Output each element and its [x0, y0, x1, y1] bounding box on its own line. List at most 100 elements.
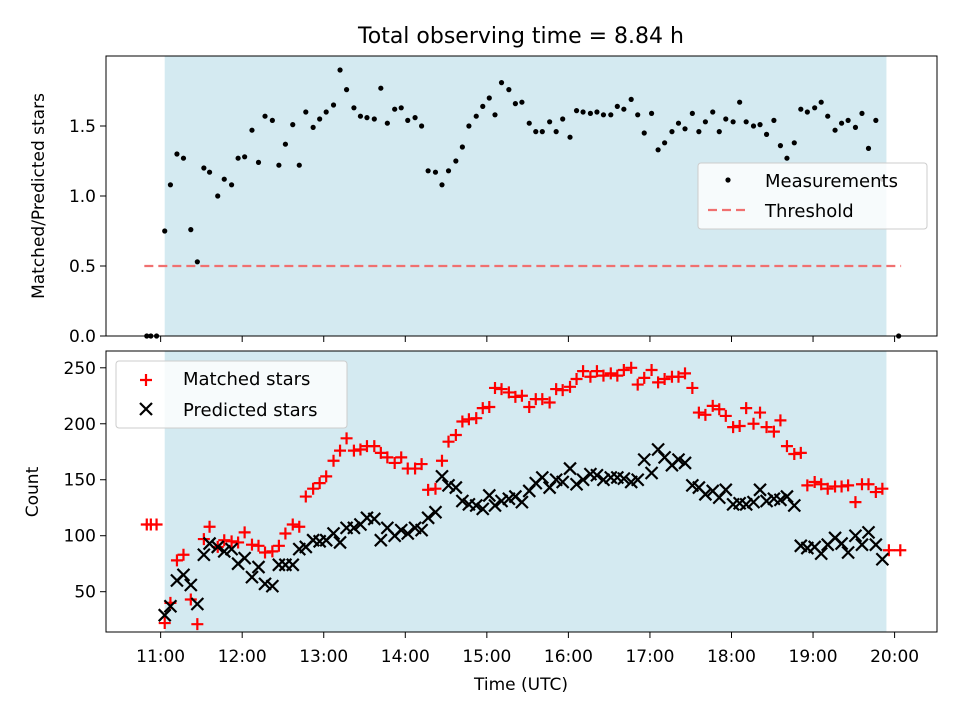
- matched-star-point: [754, 406, 767, 419]
- matched-star-point: [794, 446, 807, 459]
- predicted-star-point: [576, 472, 590, 487]
- matched-star-point: [218, 534, 231, 547]
- predicted-star-point: [719, 483, 733, 497]
- predicted-star-point: [455, 494, 470, 508]
- predicted-star-point: [637, 452, 652, 467]
- predicted-star-point: [869, 537, 883, 552]
- matched-star-point: [435, 454, 448, 467]
- matched-star-point: [502, 386, 515, 399]
- predicted-star-point: [469, 498, 484, 513]
- matched-star-point: [313, 477, 326, 490]
- measurement-point: [662, 140, 668, 146]
- matched-star-point: [170, 554, 183, 567]
- bottom-legend-box: [115, 360, 348, 429]
- predicted-star-point: [176, 568, 191, 582]
- measurement-point: [378, 85, 384, 91]
- y-tick-label: 0.0: [69, 327, 96, 347]
- predicted-star-point: [861, 525, 876, 540]
- predicted-star-point: [848, 528, 863, 543]
- predicted-star-point: [698, 487, 713, 502]
- measurement-point: [804, 109, 810, 115]
- top-x-axis: [160, 336, 896, 342]
- predicted-star-point: [367, 512, 382, 526]
- measurement-point: [194, 259, 200, 265]
- legend-matched-marker: [140, 374, 152, 386]
- matched-star-point: [849, 496, 862, 509]
- predicted-star-point: [494, 494, 509, 508]
- measurement-point: [371, 116, 377, 122]
- matched-star-point: [801, 479, 814, 492]
- measurement-point: [498, 80, 505, 86]
- matched-star-point: [184, 593, 197, 606]
- matched-star-point: [774, 414, 787, 427]
- matched-star-point: [706, 399, 719, 412]
- predicted-star-point: [265, 579, 280, 593]
- measurement-point: [526, 120, 532, 126]
- measurement-point: [512, 101, 518, 107]
- predicted-star-point: [217, 544, 232, 559]
- matched-star-point: [509, 390, 522, 403]
- matched-star-point: [232, 536, 245, 549]
- predicted-star-point: [435, 469, 449, 484]
- matched-star-point: [307, 482, 320, 495]
- matched-star-point: [699, 408, 712, 421]
- measurement-point: [669, 129, 675, 135]
- matched-star-point: [556, 384, 569, 397]
- measurement-point: [608, 112, 614, 118]
- measurement-point: [317, 116, 323, 122]
- legend-matched-label: Matched stars: [183, 369, 310, 390]
- measurement-point: [710, 109, 716, 115]
- matched-star-point: [713, 403, 726, 416]
- measurement-point: [162, 228, 168, 234]
- x-tick-label: 15:00: [462, 647, 511, 667]
- matched-star-point: [429, 482, 442, 495]
- predicted-star-point: [841, 545, 855, 560]
- predicted-star-point: [414, 523, 429, 537]
- measurement-point: [480, 103, 486, 109]
- measurement-point: [553, 129, 559, 135]
- predicted-star-point: [644, 466, 659, 480]
- top-panel: 0.0 0.5 1.0 1.5 Matched/Predicted stars Mea…: [29, 55, 938, 347]
- predicted-star-point: [245, 570, 259, 584]
- measurement-point: [519, 99, 525, 105]
- measurement-point: [242, 154, 248, 160]
- measurement-point: [655, 147, 661, 153]
- predicted-star-point: [251, 560, 266, 574]
- matched-star-point: [381, 451, 394, 464]
- matched-star-point: [299, 490, 312, 503]
- measurement-point: [791, 140, 797, 146]
- y-tick-label: 250: [64, 359, 96, 379]
- measurement-point: [262, 113, 268, 119]
- top-legend-box: [697, 162, 928, 230]
- predicted-star-point: [739, 497, 753, 512]
- matched-star-point: [259, 546, 272, 559]
- matched-star-point: [462, 413, 475, 426]
- matched-star-point: [523, 400, 536, 413]
- matched-star-point: [869, 486, 882, 499]
- matched-star-point: [327, 454, 340, 467]
- measurement-point: [648, 110, 655, 116]
- measurement-point: [337, 67, 343, 73]
- measurement-point: [628, 96, 634, 102]
- predicted-star-point: [421, 511, 435, 525]
- predicted-star-point: [746, 495, 761, 509]
- measurement-point: [771, 117, 777, 123]
- x-axis-label: Time (UTC): [473, 675, 568, 695]
- y-tick-label: 50: [74, 583, 96, 603]
- matched-star-point: [835, 480, 848, 493]
- measurement-point: [702, 119, 708, 125]
- measurement-point: [255, 159, 262, 165]
- predicted-star-point: [834, 536, 849, 551]
- matched-star-point: [266, 545, 279, 558]
- predicted-star-point: [590, 468, 604, 483]
- matched-star-point: [821, 482, 834, 495]
- predicted-star-point: [875, 552, 890, 567]
- matched-star-point: [733, 420, 746, 433]
- matched-star-point: [747, 417, 760, 430]
- matched-star-point: [564, 380, 577, 393]
- matched-star-point: [442, 435, 455, 448]
- measurement-point: [188, 227, 194, 233]
- measurement-point: [221, 176, 227, 182]
- measurement-point: [763, 131, 770, 137]
- matched-star-point: [515, 389, 528, 402]
